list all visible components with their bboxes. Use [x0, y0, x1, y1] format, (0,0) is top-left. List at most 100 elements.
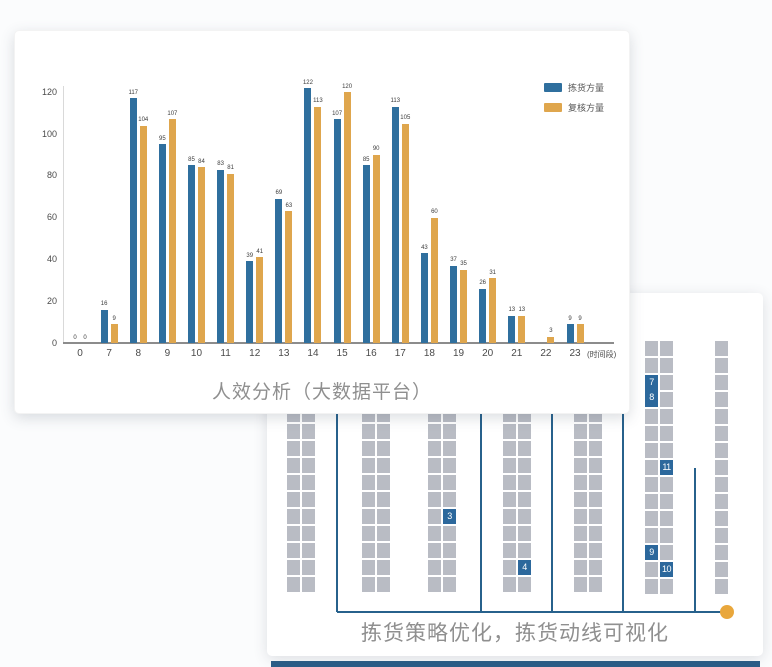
- rack-cell: [428, 441, 441, 456]
- rack-highlight-cell: 9: [645, 545, 658, 560]
- rack-cell: [302, 475, 315, 490]
- rack-cell: [377, 577, 390, 592]
- rack-cell: [377, 441, 390, 456]
- legend-swatch: [544, 103, 562, 112]
- rack-highlight-cell: 10: [660, 562, 673, 577]
- rack-cell: [377, 509, 390, 524]
- rack-cell: [645, 443, 658, 458]
- rack-cell: [443, 526, 456, 541]
- rack-cell: [574, 577, 587, 592]
- rack-cell: [589, 577, 602, 592]
- rack-cell: [574, 509, 587, 524]
- rack-cell: [302, 560, 315, 575]
- rack-cell: [377, 560, 390, 575]
- bar: [139, 125, 147, 343]
- rack-highlight-cell: 3: [443, 509, 456, 524]
- bar-value-label: 105: [400, 115, 411, 122]
- bar: [129, 97, 137, 343]
- route-line-vertical: [480, 412, 482, 612]
- rack-cell: [287, 526, 300, 541]
- x-tick-label: 13: [278, 348, 290, 359]
- x-axis-unit-label: (时间段): [587, 350, 617, 359]
- rack-cell: [518, 458, 531, 473]
- rack-cell: [503, 441, 516, 456]
- rack-cell: [503, 458, 516, 473]
- rack-cell: [362, 560, 375, 575]
- bar-value-label: 9: [578, 315, 582, 322]
- legend-label: 拣货方量: [568, 83, 605, 93]
- rack-cell: [287, 577, 300, 592]
- bar-value-label: 13: [508, 307, 516, 314]
- rack-cell: [715, 579, 728, 594]
- rack-cell: [503, 475, 516, 490]
- rack-cell: [443, 577, 456, 592]
- rack-cell: [377, 526, 390, 541]
- rack-cell: [428, 526, 441, 541]
- bar-value-label: 26: [479, 280, 487, 287]
- rack-cell: [377, 458, 390, 473]
- rack-cell: [645, 579, 658, 594]
- rack-cell: [443, 560, 456, 575]
- rack-cell: [715, 341, 728, 356]
- bar: [187, 164, 195, 343]
- rack-cell: [377, 543, 390, 558]
- chart-title: 人效分析（大数据平台）: [211, 382, 432, 403]
- rack-cell: [428, 543, 441, 558]
- rack-cell: [645, 494, 658, 509]
- rack-cell: [518, 543, 531, 558]
- rack-cell: [660, 358, 673, 373]
- rack-cell: [589, 441, 602, 456]
- bar-value-label: 31: [489, 269, 497, 276]
- x-tick-label: 8: [135, 348, 142, 359]
- bar: [362, 164, 370, 343]
- rack-cell: [362, 458, 375, 473]
- bar: [333, 118, 341, 343]
- rack-cell: [443, 458, 456, 473]
- rack-cell: [302, 492, 315, 507]
- rack-cell: [574, 424, 587, 439]
- bar-value-label: 39: [246, 252, 254, 259]
- bar-value-label: 3: [549, 328, 553, 335]
- rack-cell: [362, 492, 375, 507]
- y-tick-label: 0: [51, 337, 57, 348]
- rack-cell: [287, 458, 300, 473]
- rack-cell: [302, 526, 315, 541]
- rack-cell: [645, 528, 658, 543]
- legend-item: 拣货方量: [544, 81, 604, 94]
- bar-value-label: 81: [227, 165, 234, 172]
- bar-value-label: 117: [128, 89, 139, 96]
- bar-value-label: 35: [460, 261, 467, 268]
- rack-cell: [362, 543, 375, 558]
- bar: [100, 309, 108, 343]
- rack-cell: [589, 526, 602, 541]
- bar-value-label: 60: [431, 209, 438, 216]
- rack-cell: [302, 577, 315, 592]
- rack-cell: [574, 560, 587, 575]
- rack-cell: [518, 492, 531, 507]
- rack-cell: [362, 424, 375, 439]
- rack-highlight-cell: 11: [660, 460, 673, 475]
- x-tick-label: 7: [106, 348, 112, 359]
- legend-label: 复核方量: [568, 103, 605, 113]
- bar: [304, 87, 312, 343]
- rack-highlight-cell: 4: [518, 560, 531, 575]
- rack-cell: [443, 441, 456, 456]
- bar-value-label: 43: [421, 244, 428, 251]
- route-line-vertical: [694, 468, 696, 612]
- rack-cell: [715, 409, 728, 424]
- bar: [275, 198, 283, 343]
- bar: [227, 173, 235, 343]
- rack-cell: [443, 475, 456, 490]
- rack-cell: [715, 511, 728, 526]
- rack-cell: [443, 543, 456, 558]
- x-tick-label: 10: [190, 348, 203, 359]
- x-tick-label: 9: [164, 348, 171, 359]
- rack-cell: [503, 424, 516, 439]
- footer-strip: [271, 661, 760, 667]
- rack-cell: [715, 528, 728, 543]
- rack-cell: [645, 341, 658, 356]
- bar-value-label: 107: [332, 110, 343, 117]
- bar: [547, 336, 555, 343]
- y-tick-label: 40: [46, 253, 57, 264]
- rack-cell: [503, 543, 516, 558]
